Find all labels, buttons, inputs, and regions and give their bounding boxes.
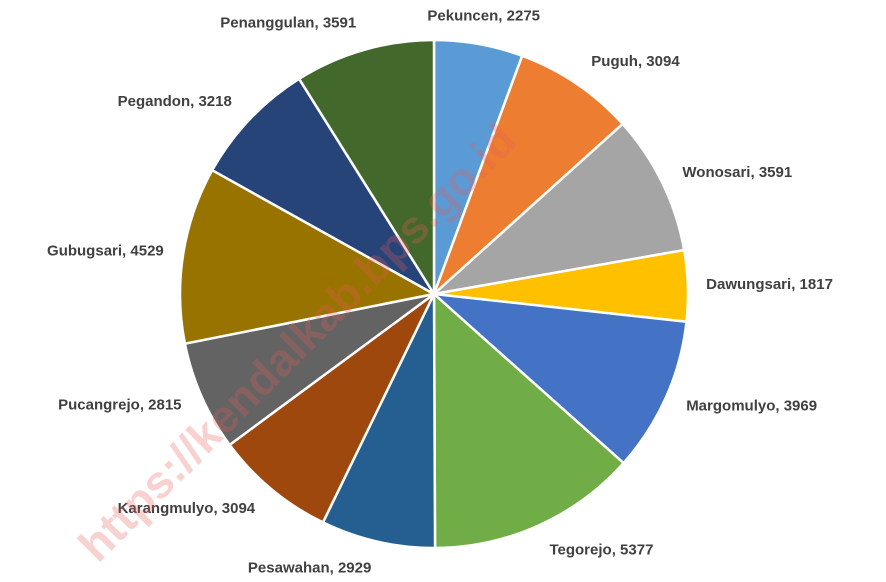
label-category: Wonosari (682, 164, 750, 181)
label-category: Pekuncen (427, 8, 498, 25)
label-separator: , (213, 500, 221, 517)
label-value: 3094 (646, 53, 680, 70)
slice (210, 77, 436, 296)
slice (178, 168, 438, 346)
label-value: 4529 (130, 242, 163, 259)
label-value: 3218 (198, 93, 231, 110)
label-separator: , (330, 560, 338, 577)
label-value: 2815 (148, 397, 181, 414)
label-separator: , (791, 276, 799, 293)
pie (178, 38, 690, 550)
data-label: Penanggulan, 3591 (220, 14, 356, 31)
label-separator: , (498, 8, 506, 25)
label-category: Gubugsari (47, 242, 122, 259)
label-value: 2929 (338, 560, 371, 577)
label-value: 3591 (323, 14, 356, 31)
data-label: Pegandon, 3218 (118, 93, 232, 110)
slice (432, 54, 625, 295)
slice (429, 122, 686, 296)
data-label: Puguh, 3094 (591, 53, 680, 70)
data-label: Margomulyo, 3969 (686, 397, 817, 414)
label-separator: , (612, 541, 620, 558)
label-separator: , (190, 93, 198, 110)
label-separator: , (314, 14, 322, 31)
label-category: Dawungsari (706, 276, 791, 293)
slice (432, 291, 626, 550)
label-value: 2275 (507, 8, 540, 25)
slice (430, 292, 688, 465)
slice (227, 292, 436, 525)
label-separator: , (775, 397, 783, 414)
data-label: Pucangrejo, 2815 (58, 397, 181, 414)
label-category: Margomulyo (686, 397, 775, 414)
data-label: Pesawahan, 2929 (248, 560, 371, 577)
label-separator: , (122, 242, 130, 259)
label-category: Tegorejo (549, 541, 611, 558)
label-separator: , (750, 164, 758, 181)
label-value: 3094 (222, 500, 256, 517)
label-category: Pegandon (118, 93, 191, 110)
slice (297, 38, 436, 299)
label-category: Pucangrejo (58, 397, 140, 414)
label-value: 3969 (784, 397, 817, 414)
labels: Pekuncen, 2275 Puguh, 3094 Wonosari, 3591 D… (47, 8, 833, 577)
data-label: Gubugsari, 4529 (47, 242, 164, 259)
label-category: Penanggulan (220, 14, 314, 31)
label-value: 3591 (759, 164, 792, 181)
label-category: Karangmulyo (118, 500, 214, 517)
data-label: Wonosari, 3591 (682, 164, 792, 181)
label-separator: , (638, 53, 646, 70)
label-value: 5377 (620, 541, 653, 558)
label-value: 1817 (800, 276, 833, 293)
slice (321, 293, 437, 550)
data-label: Dawungsari, 1817 (706, 276, 833, 293)
label-separator: , (140, 397, 148, 414)
label-category: Pesawahan (248, 560, 330, 577)
data-label: Tegorejo, 5377 (549, 541, 653, 558)
data-label: Pekuncen, 2275 (427, 8, 540, 25)
data-label: Karangmulyo, 3094 (118, 500, 256, 517)
label-category: Puguh (591, 53, 638, 70)
